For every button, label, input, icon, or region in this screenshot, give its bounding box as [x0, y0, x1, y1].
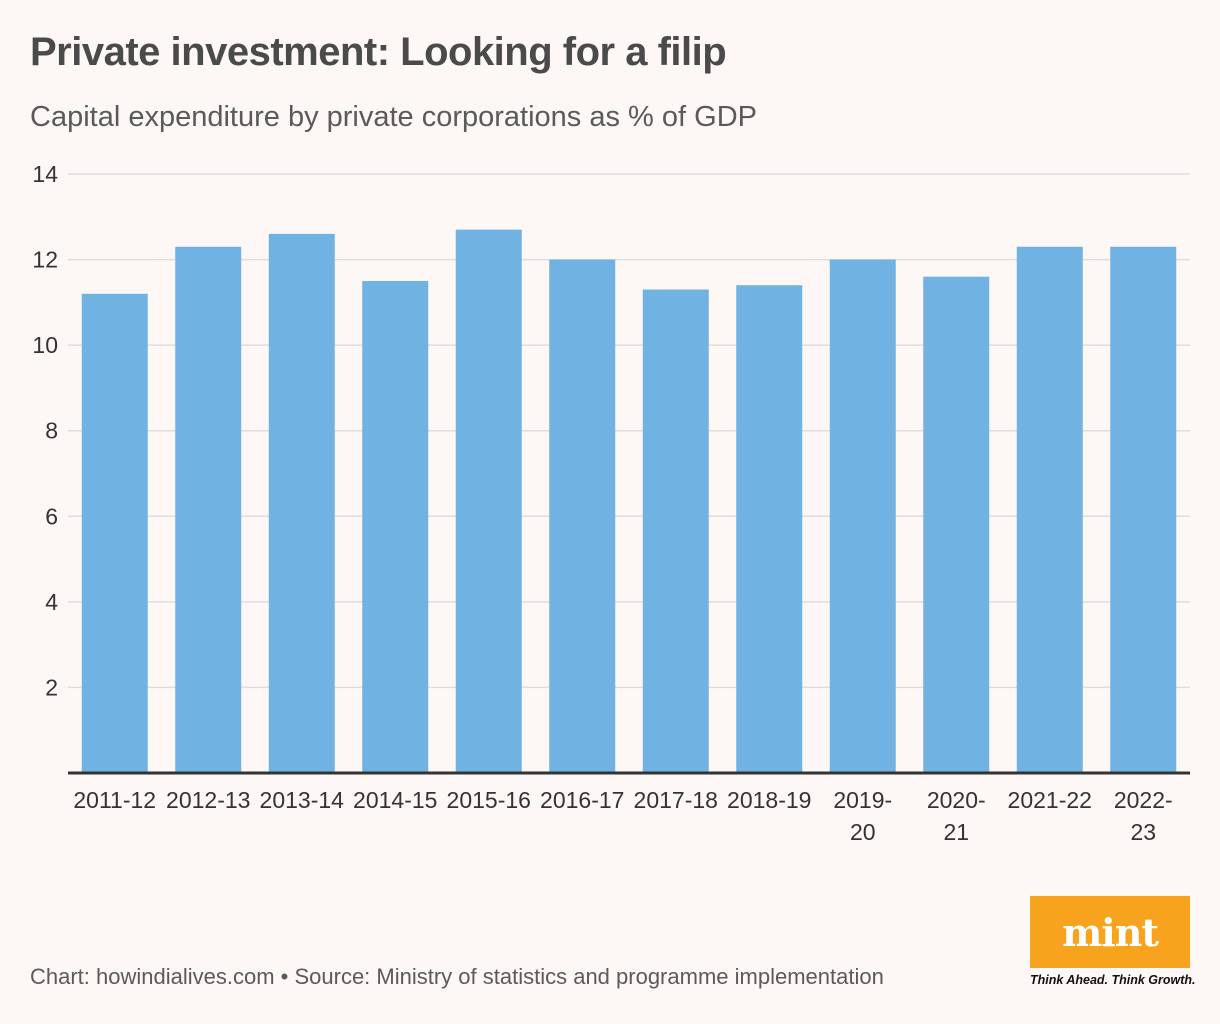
x-tick-label-2020-21: 2020-21 — [927, 787, 986, 845]
x-tick-label-2011-12: 2011-12 — [73, 787, 156, 813]
x-tick-label-2018-19: 2018-19 — [727, 787, 811, 813]
x-tick-label-2014-15: 2014-15 — [353, 787, 437, 813]
mint-logo: mint — [1030, 896, 1190, 968]
source-note: Chart: howindialives.com • Source: Minis… — [30, 964, 884, 989]
y-tick-label-12: 12 — [32, 247, 58, 273]
bar-2017-18 — [642, 289, 709, 773]
grid-lines — [68, 173, 1190, 689]
x-tick-label-2012-13: 2012-13 — [166, 787, 250, 813]
chart-subtitle: Capital expenditure by private corporati… — [30, 101, 757, 133]
bar-2022-23 — [1110, 246, 1177, 773]
x-tick-label-2013-14: 2013-14 — [260, 787, 345, 813]
bar-2018-19 — [736, 285, 803, 773]
x-tick-label-2021-22: 2021-22 — [1008, 787, 1092, 813]
bar-2012-13 — [175, 246, 242, 773]
x-tick-label-2015-16: 2015-16 — [447, 787, 531, 813]
x-tick-label-2016-17: 2016-17 — [540, 787, 624, 813]
y-tick-label-14: 14 — [32, 161, 58, 187]
x-tick-label-2017-18: 2017-18 — [634, 787, 718, 813]
bar-2011-12 — [81, 293, 148, 773]
tick-labels: 2 4 6 8 10 12 14 2011-12 2012-13 2013-14 2014-15 20… — [32, 161, 1172, 845]
x-tick-label-2019-20: 2019-20 — [833, 787, 892, 845]
bar-2020-21 — [923, 276, 990, 773]
x-tick-label-2022-23: 2022-23 — [1114, 787, 1173, 845]
bar-chart: 2 4 6 8 10 12 14 2011-12 2012-13 2013-14 2014-15 20… — [32, 161, 1190, 845]
y-tick-label-10: 10 — [32, 332, 58, 358]
bar-2019-20 — [829, 259, 896, 774]
bar-2015-16 — [455, 229, 522, 773]
logo-wordmark: mint — [1062, 909, 1159, 955]
logo-tagline: Think Ahead. Think Growth. — [1030, 973, 1196, 987]
bar-2013-14 — [268, 233, 335, 773]
y-tick-label-6: 6 — [45, 503, 58, 529]
bar-2014-15 — [362, 280, 429, 773]
bar-2016-17 — [549, 259, 616, 774]
y-tick-label-2: 2 — [45, 674, 58, 700]
bar-2021-22 — [1016, 246, 1083, 773]
y-tick-label-8: 8 — [45, 418, 58, 444]
chart-title: Private investment: Looking for a filip — [30, 30, 727, 74]
y-tick-label-4: 4 — [45, 589, 58, 615]
bars — [81, 229, 1177, 774]
